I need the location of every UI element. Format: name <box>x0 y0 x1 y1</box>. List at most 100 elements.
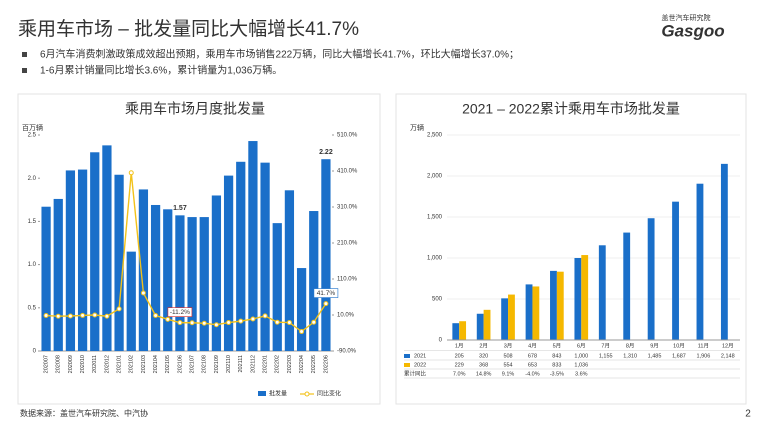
y-tick-label: 2,000 <box>427 174 443 180</box>
x-tick-label: 202203 <box>287 355 293 373</box>
table-series-name: 2021 <box>414 353 426 359</box>
bullet: 1-6月累计销量同比增长3.6%，累计销量为1,036万辆。 <box>40 64 282 77</box>
x-tick-label: 202112 <box>250 355 256 373</box>
x-tick-label: 202007 <box>44 355 50 373</box>
y-tick-label: 1,500 <box>427 215 443 221</box>
table-value: 205 <box>455 353 464 359</box>
table-value: 1,906 <box>696 353 710 359</box>
y2-tick-label: 410.0% <box>337 169 358 175</box>
yoy-marker <box>213 322 219 328</box>
x-tick-label: 202205 <box>311 355 317 373</box>
bar <box>53 198 63 351</box>
logo-brand: Gasgoo <box>661 21 724 40</box>
bar <box>647 218 655 340</box>
bar <box>284 190 295 351</box>
legend-label: 批发量 <box>269 390 287 398</box>
y-tick-label: 0 <box>33 349 37 355</box>
source: 数据来源：盖世汽车研究院、中汽协 <box>20 408 148 418</box>
table-value: 843 <box>552 353 561 359</box>
yoy-marker <box>55 313 61 319</box>
x-tick-label: 202107 <box>190 355 196 373</box>
table-value: 508 <box>503 353 512 359</box>
bar <box>476 313 484 340</box>
yoy-marker <box>43 313 49 319</box>
yoy-marker <box>153 313 159 319</box>
x-tick-label: 9月 <box>650 342 659 349</box>
x-tick-label: 11月 <box>698 342 709 349</box>
bar <box>77 169 88 351</box>
x-tick-label: 202012 <box>104 355 110 373</box>
yoy-marker <box>177 320 183 326</box>
chart-panel <box>395 93 747 405</box>
bullet-dot <box>22 68 27 73</box>
chart-title: 乘用车市场月度批发量 <box>125 101 265 117</box>
table-value: 229 <box>455 362 464 368</box>
yoy-label-box <box>167 307 193 317</box>
bar <box>696 183 704 340</box>
table-value: 1,485 <box>648 353 662 359</box>
x-tick-label: 202102 <box>129 355 135 373</box>
bar <box>272 223 282 351</box>
page-number: 2 <box>745 409 751 420</box>
bar <box>163 209 173 351</box>
x-tick-label: 202104 <box>153 355 159 373</box>
x-tick-label: 2月 <box>479 342 488 349</box>
y-tick-label: 0.5 <box>28 305 37 311</box>
table-value: 554 <box>503 362 512 368</box>
bar <box>321 159 331 351</box>
table-value: 653 <box>528 362 537 368</box>
bar <box>260 162 270 351</box>
bar <box>41 206 51 351</box>
x-tick-label: 202201 <box>263 355 269 373</box>
bar <box>532 286 540 340</box>
legend-swatch <box>404 363 410 367</box>
bar <box>223 175 234 351</box>
chart-title: 2021 – 2022累计乘用车市场批发量 <box>462 101 680 117</box>
x-tick-label: 202206 <box>323 355 329 373</box>
bar <box>672 201 679 340</box>
bar <box>623 232 631 340</box>
yoy-marker <box>201 320 207 326</box>
x-tick-label: 202009 <box>68 355 74 373</box>
yoy-marker <box>299 329 305 335</box>
yoy-marker <box>274 319 280 325</box>
table-value: 9.1% <box>502 371 515 377</box>
bar <box>581 255 589 340</box>
x-tick-label: 6月 <box>577 342 586 349</box>
yoy-marker <box>226 320 232 326</box>
yoy-marker <box>250 316 256 322</box>
y-tick-label: 0 <box>439 338 443 344</box>
table-value: 7.0% <box>453 371 466 377</box>
bar <box>187 217 197 351</box>
bar <box>452 323 460 340</box>
x-tick-label: 202109 <box>214 355 220 373</box>
yoy-marker <box>80 312 86 318</box>
y-tick-label: 1,000 <box>427 256 443 262</box>
table-value: 320 <box>479 353 488 359</box>
bullet: 6月汽车消费刺激政策成效超出预期，乘用车市场销售222万辆，同比大幅增长41.7… <box>40 48 519 61</box>
table-value: 2,148 <box>721 353 735 359</box>
table-row-name: 累计同比 <box>404 369 427 377</box>
x-tick-label: 202204 <box>299 355 305 373</box>
table-value: -4.0% <box>525 371 539 377</box>
bar <box>65 170 76 351</box>
table-value: 678 <box>528 353 537 359</box>
bar <box>175 215 185 351</box>
x-tick-label: 202105 <box>165 355 171 373</box>
x-tick-label: 3月 <box>504 342 513 349</box>
y2-tick-label: 110.0% <box>337 277 358 283</box>
yoy-marker <box>128 170 134 176</box>
bar <box>236 161 246 351</box>
bar <box>309 211 319 351</box>
x-tick-label: 202110 <box>226 355 232 373</box>
x-tick-label: 202008 <box>56 355 62 373</box>
x-tick-label: 202108 <box>202 355 208 373</box>
yoy-marker <box>116 306 122 312</box>
bar <box>501 298 509 340</box>
yoy-marker <box>140 290 146 296</box>
x-tick-label: 202101 <box>117 355 123 373</box>
yoy-marker <box>67 313 73 319</box>
y2-tick-label: 310.0% <box>337 205 358 211</box>
yoy-marker <box>238 318 244 324</box>
